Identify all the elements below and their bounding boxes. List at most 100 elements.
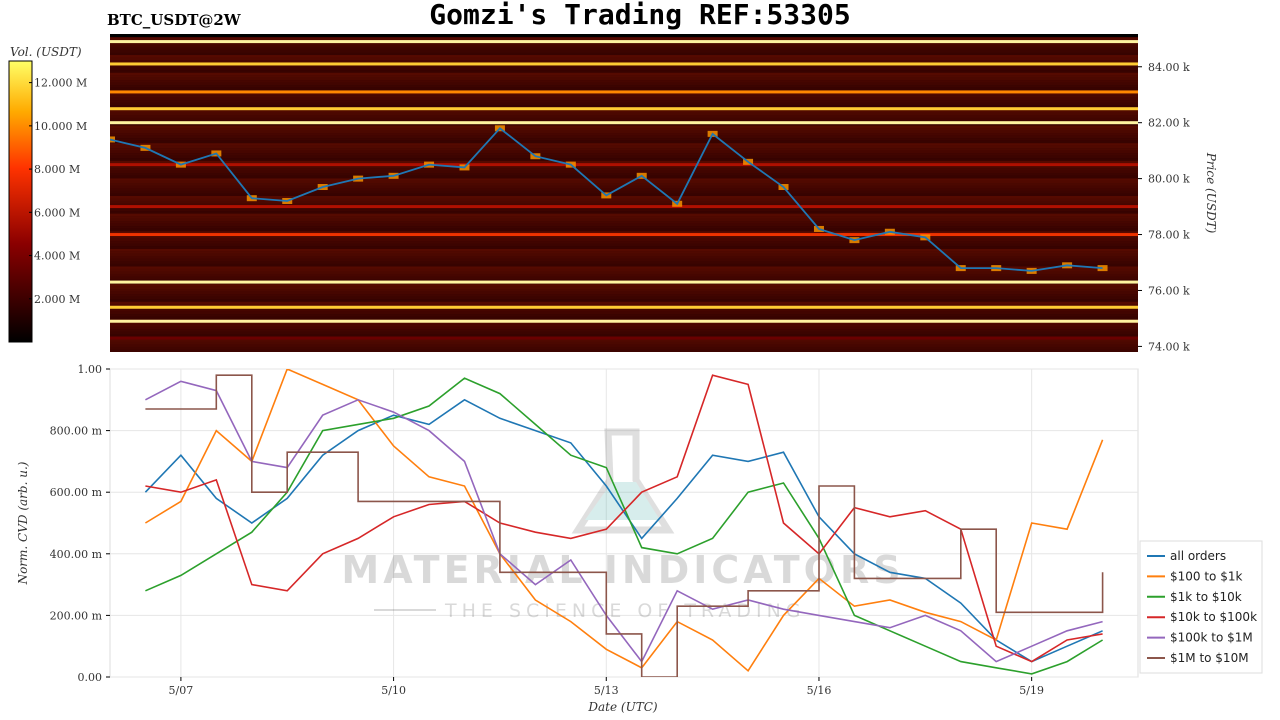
legend-label: $10k to $100k [1170, 610, 1257, 624]
cvd-tick-label: 1.00 [78, 363, 103, 376]
heatmap-row [110, 155, 1138, 159]
date-tick-label: 5/10 [381, 684, 406, 697]
heatmap-row [110, 60, 1138, 63]
date-tick-label: 5/07 [169, 684, 194, 697]
liquidity-band [110, 62, 1138, 66]
heatmap-row [110, 72, 1138, 76]
heatmap-row [110, 258, 1138, 262]
heatmap-row [110, 92, 1138, 96]
heatmap-row [110, 213, 1138, 217]
cvd-series-line [144, 398, 1103, 663]
heatmap-row [110, 246, 1138, 249]
heatmap-row [110, 329, 1138, 332]
colorbar-tick-label: 2.000 M [34, 293, 80, 306]
heatmap-row [110, 238, 1138, 242]
price-tick-label: 82.00 k [1148, 117, 1190, 130]
cvd-ylabel: Norm. CVD (arb. u.) [16, 461, 30, 585]
heatmap-row [110, 316, 1138, 320]
colorbar-gradient [8, 60, 33, 343]
heatmap-row [110, 87, 1138, 91]
heatmap-row [110, 175, 1138, 179]
liquidity-band [110, 121, 1138, 125]
price-tick-label: 74.00 k [1148, 340, 1190, 353]
cvd-series-line [145, 374, 1103, 663]
heatmap-row [110, 173, 1138, 176]
heatmap-row [110, 349, 1138, 352]
heatmap-row [110, 263, 1138, 267]
heatmap-row [110, 273, 1138, 277]
heatmap-row [110, 100, 1138, 103]
heatmap-row [110, 198, 1138, 201]
heatmap-row [110, 65, 1138, 68]
watermark-tagline: THE SCIENCE OF TRADING [444, 600, 806, 622]
heatmap-row [110, 299, 1138, 302]
heatmap-row [110, 226, 1138, 229]
cvd-tick-label: 0.00 [78, 671, 103, 684]
cvd-tick-label: 800.00 m [50, 425, 103, 438]
flask-icon [571, 428, 675, 534]
heatmap-row [110, 105, 1138, 108]
heatmap-panel: 74.00 k 76.00 k 78.00 k 80.00 k 82.00 k 84.00… [110, 34, 1218, 353]
heatmap-row [110, 112, 1138, 116]
liquidity-band [110, 280, 1138, 284]
heatmap-row [110, 211, 1138, 214]
colorbar-tick-label: 6.000 M [34, 206, 80, 219]
heatmap-row [110, 331, 1138, 335]
heatmap-row [110, 170, 1138, 174]
cvd-series-line [144, 369, 1104, 673]
heatmap-row [110, 125, 1138, 129]
heatmap-row [110, 311, 1138, 315]
heatmap-row [110, 304, 1138, 307]
heatmap-row [110, 128, 1138, 131]
liquidity-band [110, 305, 1138, 309]
heatmap-row [110, 208, 1138, 212]
heatmap-row [110, 165, 1138, 169]
colorbar-tick-label: 12.000 M [34, 77, 87, 90]
heatmap-row [110, 203, 1138, 207]
heatmap-row [110, 279, 1138, 282]
heatmap-row [110, 195, 1138, 199]
liquidity-band [110, 336, 1138, 340]
price-tick-label: 78.00 k [1148, 229, 1190, 242]
heatmap-row [110, 294, 1138, 297]
liquidity-band [110, 319, 1138, 323]
cvd-panel: MATERIAL INDICATORS THE SCIENCE OF TRADI… [16, 363, 1139, 714]
cvd-tick-label: 600.00 m [50, 486, 103, 499]
heatmap-row [110, 52, 1138, 56]
heatmap-row [110, 248, 1138, 252]
legend-label: $1k to $10k [1170, 590, 1242, 604]
heatmap-row [110, 95, 1138, 98]
price-tick-label: 76.00 k [1148, 284, 1190, 297]
heatmap-row [110, 301, 1138, 305]
heatmap-row [110, 223, 1138, 227]
legend-label: $100 to $1k [1170, 569, 1242, 583]
heatmap-row [110, 268, 1138, 272]
heatmap-row [110, 251, 1138, 254]
heatmap-row [110, 289, 1138, 292]
heatmap-row [110, 271, 1138, 274]
heatmap-row [110, 117, 1138, 121]
heatmap-row [110, 168, 1138, 171]
heatmap-row [110, 291, 1138, 295]
heatmap-row [110, 326, 1138, 330]
liquidity-band [110, 163, 1138, 167]
heatmap-row [110, 309, 1138, 312]
heatmap-row [110, 49, 1138, 53]
cvd-plot-area [109, 368, 1139, 678]
heatmap-row [110, 145, 1138, 149]
heatmap-row [110, 253, 1138, 257]
heatmap-row [110, 286, 1138, 290]
heatmap-ylabel: Price (USDT) [1204, 152, 1218, 234]
price-tick-label: 80.00 k [1148, 173, 1190, 186]
heatmap-row [110, 296, 1138, 300]
heatmap-row [110, 334, 1138, 337]
heatmap-row [110, 190, 1138, 194]
heatmap-row [110, 221, 1138, 224]
legend-label: all orders [1170, 549, 1226, 563]
liquidity-band [110, 90, 1138, 94]
heatmap-row [110, 150, 1138, 154]
heatmap-row [110, 97, 1138, 101]
heatmap-row [110, 276, 1138, 280]
legend-label: $1M to $10M [1170, 651, 1249, 665]
